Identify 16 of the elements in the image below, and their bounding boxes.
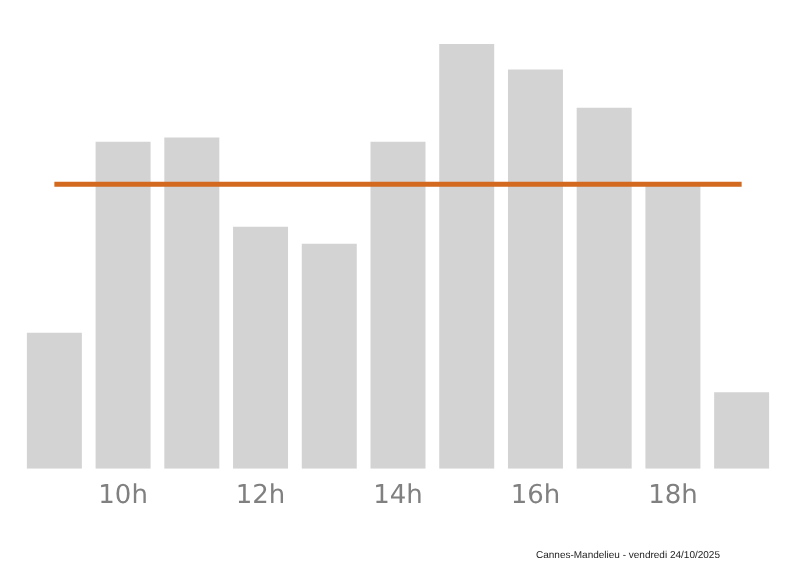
bar	[26, 332, 82, 469]
bar	[370, 141, 426, 469]
bar	[233, 226, 289, 469]
bar	[301, 243, 357, 469]
x-tick-label: 16h	[510, 481, 561, 512]
bar	[164, 137, 220, 469]
bar	[95, 141, 151, 469]
bar	[439, 44, 495, 469]
x-tick-label: 14h	[373, 481, 423, 512]
x-tick-label: 12h	[235, 481, 286, 512]
bar	[645, 184, 701, 469]
x-tick-label: 18h	[648, 481, 698, 512]
x-tick-label: 10h	[98, 481, 148, 512]
bar	[507, 69, 563, 469]
bar	[576, 107, 632, 469]
bar	[714, 392, 770, 469]
